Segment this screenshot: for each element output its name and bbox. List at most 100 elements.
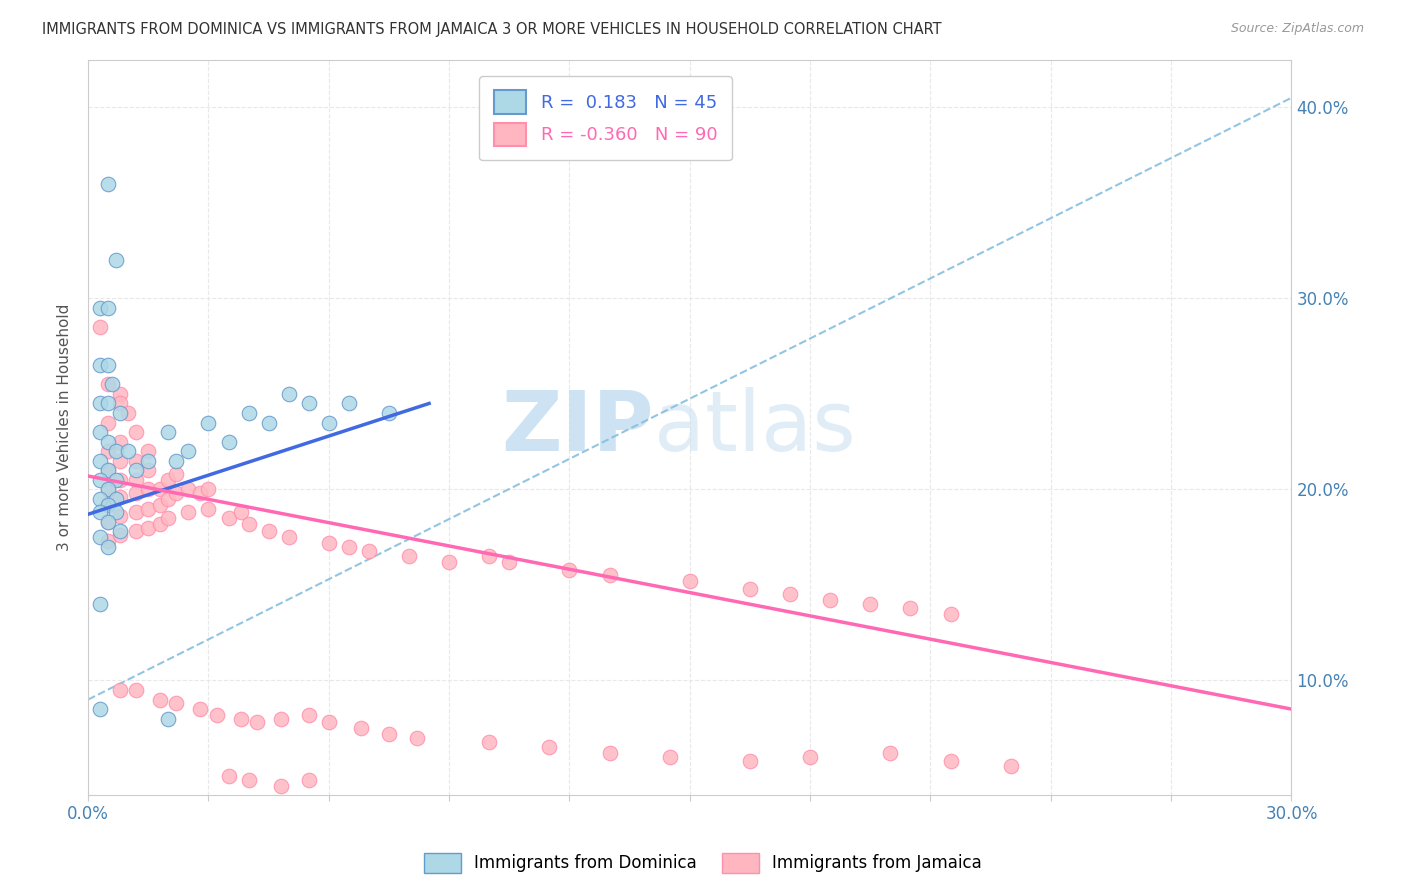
Point xyxy=(350,721,373,735)
Point xyxy=(900,600,922,615)
Point xyxy=(97,498,120,512)
Point xyxy=(218,434,240,449)
Point xyxy=(257,416,280,430)
Point xyxy=(270,779,292,793)
Point xyxy=(679,574,702,588)
Point xyxy=(89,396,111,410)
Point xyxy=(165,486,187,500)
Point xyxy=(859,597,882,611)
Point xyxy=(125,425,148,439)
Point xyxy=(105,473,128,487)
Point xyxy=(658,749,681,764)
Point xyxy=(177,444,200,458)
Point xyxy=(97,377,120,392)
Point xyxy=(89,425,111,439)
Point xyxy=(205,707,228,722)
Point xyxy=(110,434,132,449)
Point xyxy=(136,444,159,458)
Point xyxy=(89,505,111,519)
Point xyxy=(498,555,520,569)
Point xyxy=(110,406,132,420)
Point xyxy=(110,490,132,504)
Point xyxy=(190,702,212,716)
Point xyxy=(97,301,120,315)
Point xyxy=(149,483,172,497)
Point xyxy=(125,505,148,519)
Point xyxy=(229,712,252,726)
Point xyxy=(110,509,132,524)
Point xyxy=(89,597,111,611)
Point xyxy=(105,253,128,268)
Point xyxy=(779,587,801,601)
Point xyxy=(298,707,321,722)
Point xyxy=(89,301,111,315)
Point xyxy=(105,491,128,506)
Point xyxy=(125,473,148,487)
Point xyxy=(117,444,139,458)
Text: atlas: atlas xyxy=(654,387,855,467)
Point xyxy=(238,772,260,787)
Point xyxy=(149,692,172,706)
Point xyxy=(165,467,187,482)
Point xyxy=(89,454,111,468)
Point xyxy=(97,358,120,372)
Point xyxy=(157,491,180,506)
Point xyxy=(337,396,360,410)
Point xyxy=(177,505,200,519)
Point xyxy=(318,536,340,550)
Point xyxy=(238,516,260,531)
Point xyxy=(110,454,132,468)
Point xyxy=(110,473,132,487)
Point xyxy=(89,702,111,716)
Point xyxy=(125,683,148,698)
Point xyxy=(97,515,120,529)
Point xyxy=(218,769,240,783)
Point xyxy=(229,505,252,519)
Point xyxy=(97,483,120,497)
Point xyxy=(277,387,299,401)
Point xyxy=(197,483,219,497)
Point xyxy=(97,463,120,477)
Point xyxy=(97,444,120,458)
Point xyxy=(157,511,180,525)
Point xyxy=(538,740,561,755)
Point xyxy=(97,540,120,554)
Point xyxy=(277,530,299,544)
Point xyxy=(398,549,420,564)
Y-axis label: 3 or more Vehicles in Household: 3 or more Vehicles in Household xyxy=(58,303,72,551)
Point xyxy=(818,593,841,607)
Point xyxy=(110,683,132,698)
Point xyxy=(599,568,621,582)
Point xyxy=(318,715,340,730)
Point xyxy=(939,607,962,621)
Point xyxy=(125,486,148,500)
Text: IMMIGRANTS FROM DOMINICA VS IMMIGRANTS FROM JAMAICA 3 OR MORE VEHICLES IN HOUSEH: IMMIGRANTS FROM DOMINICA VS IMMIGRANTS F… xyxy=(42,22,942,37)
Point xyxy=(406,731,429,745)
Legend: Immigrants from Dominica, Immigrants from Jamaica: Immigrants from Dominica, Immigrants fro… xyxy=(418,847,988,880)
Point xyxy=(879,746,901,760)
Point xyxy=(378,406,401,420)
Point xyxy=(218,511,240,525)
Point xyxy=(318,416,340,430)
Point xyxy=(738,582,761,596)
Point xyxy=(97,396,120,410)
Point xyxy=(157,473,180,487)
Point xyxy=(165,454,187,468)
Point xyxy=(125,454,148,468)
Point xyxy=(1000,759,1022,773)
Point xyxy=(298,772,321,787)
Point xyxy=(105,444,128,458)
Point xyxy=(110,524,132,539)
Point xyxy=(257,524,280,539)
Point xyxy=(97,177,120,191)
Text: ZIP: ZIP xyxy=(501,387,654,467)
Point xyxy=(149,498,172,512)
Point xyxy=(378,727,401,741)
Point xyxy=(197,501,219,516)
Point xyxy=(125,524,148,539)
Point xyxy=(97,434,120,449)
Point xyxy=(136,483,159,497)
Point xyxy=(89,473,111,487)
Point xyxy=(246,715,269,730)
Point xyxy=(97,463,120,477)
